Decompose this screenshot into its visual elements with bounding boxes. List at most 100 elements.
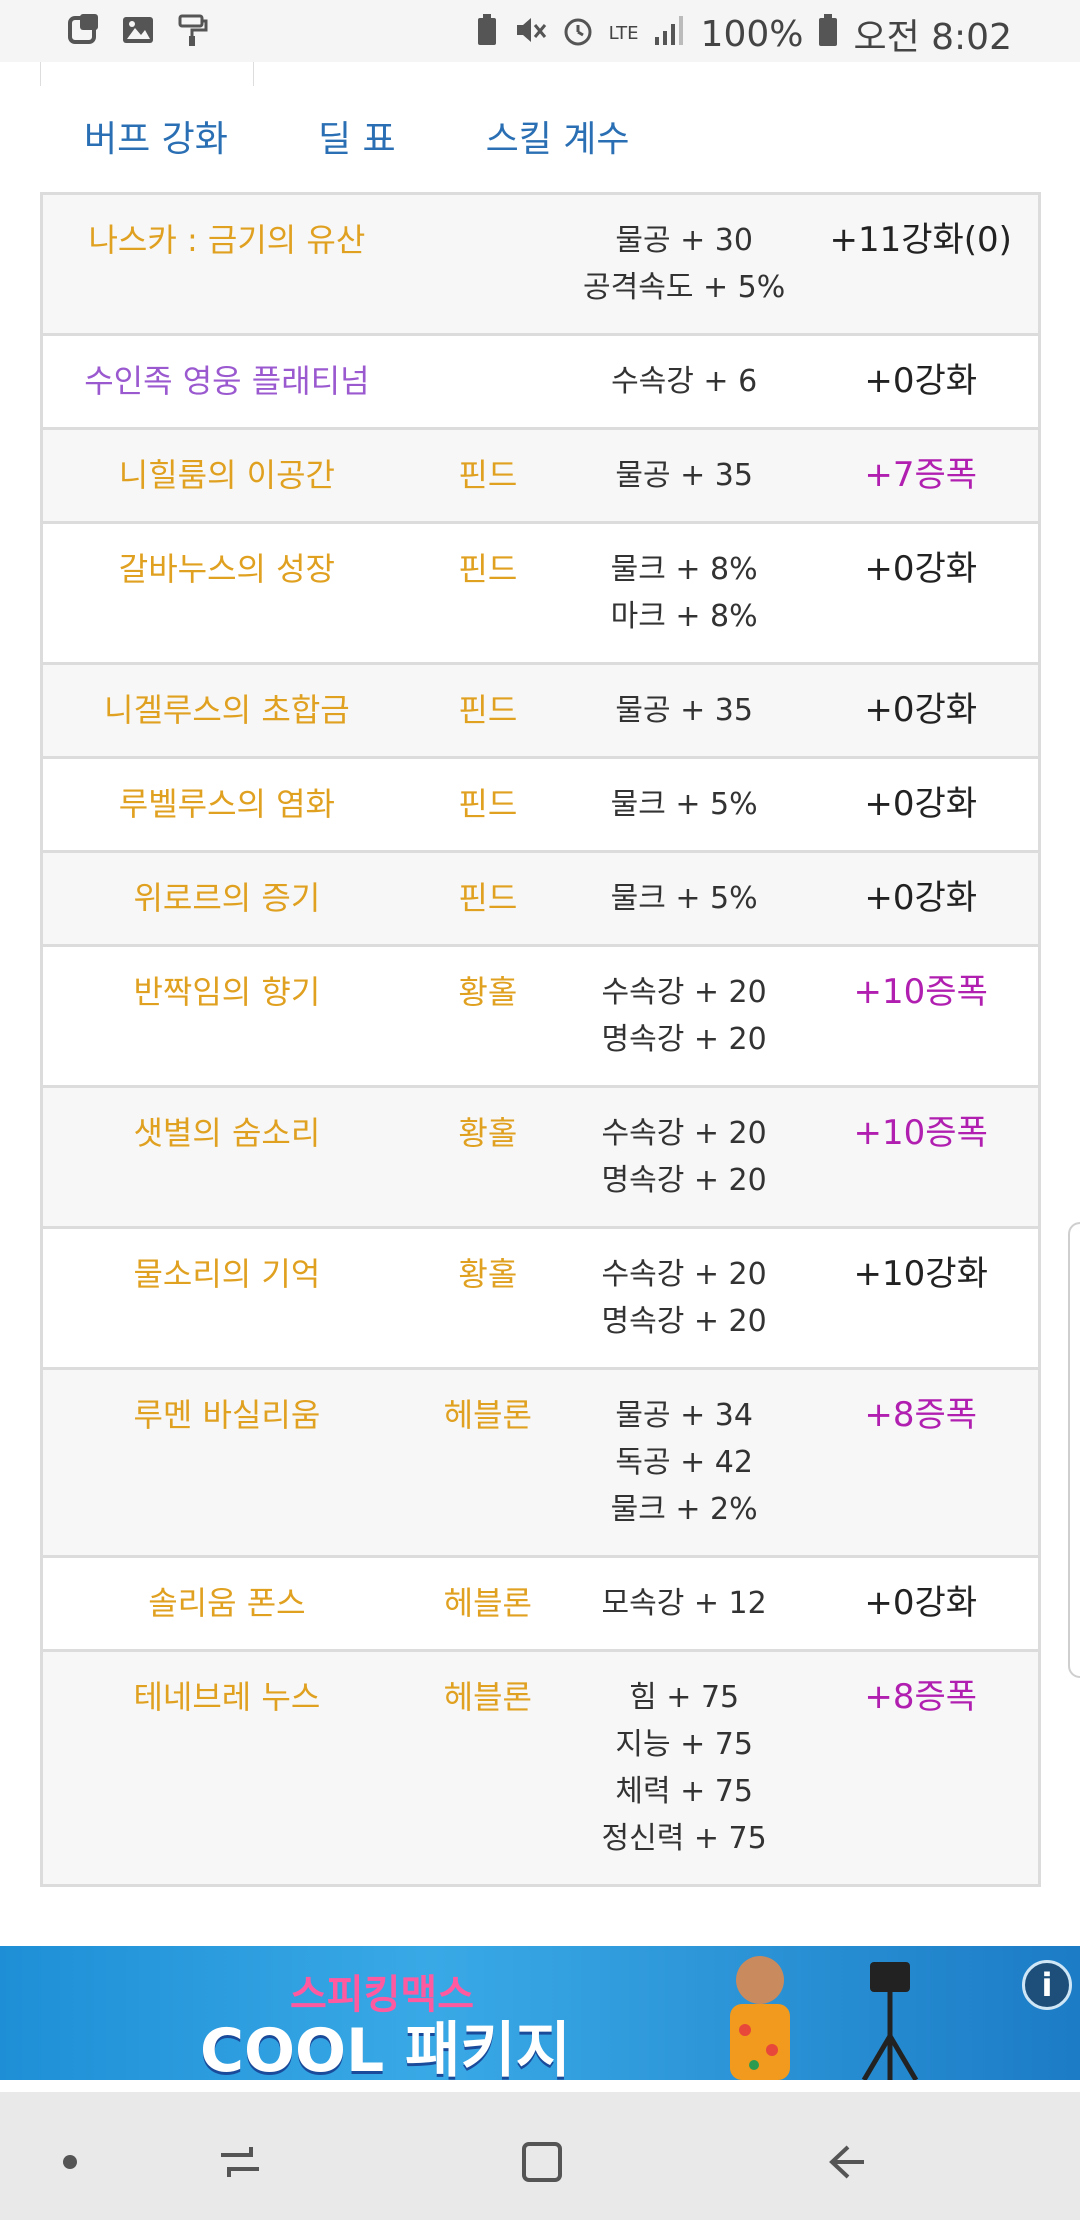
- item-type: 핀드: [458, 691, 518, 729]
- table-row: 루벨루스의 염화 핀드 물크 + 5% +0강화: [43, 759, 1038, 853]
- item-name[interactable]: 테네브레 누스: [133, 1678, 321, 1716]
- item-enhance-level: +7증폭: [864, 455, 978, 495]
- table-row: 반짝임의 향기 황홀 수속강 + 20 명속강 + 20 +10증폭: [43, 947, 1038, 1088]
- item-enhance-level: +10증폭: [853, 1113, 988, 1153]
- home-icon[interactable]: [512, 2132, 572, 2192]
- item-enhance-level: +11강화(0): [829, 220, 1012, 260]
- item-type: 헤블론: [443, 1678, 532, 1716]
- item-name[interactable]: 루벨루스의 염화: [118, 785, 336, 823]
- nav-dot-icon[interactable]: [40, 2132, 100, 2192]
- battery-percent: 100%: [700, 13, 804, 55]
- item-name[interactable]: 수인족 영웅 플래티넘: [84, 362, 370, 400]
- item-name[interactable]: 나스카 : 금기의 유산: [88, 221, 366, 259]
- item-type: 황홀: [458, 973, 518, 1011]
- item-name[interactable]: 반짝임의 향기: [133, 973, 321, 1011]
- item-type: 핀드: [458, 456, 518, 494]
- item-stats: 수속강 + 20 명속강 + 20: [565, 947, 804, 1085]
- stat-line: 지능 + 75: [615, 1727, 753, 1762]
- tab-skill-coefficient[interactable]: 스킬 계수: [485, 119, 630, 160]
- stat-line: 마크 + 8%: [610, 599, 758, 634]
- item-type: 핀드: [458, 879, 518, 917]
- item-stats: 물크 + 8% 마크 + 8%: [565, 524, 804, 662]
- item-enhance-level: +10증폭: [853, 972, 988, 1012]
- item-name[interactable]: 물소리의 기억: [133, 1255, 321, 1293]
- equipment-table: 나스카 : 금기의 유산 물공 + 30 공격속도 + 5% +11강화(0) 수인족 …: [40, 192, 1041, 1887]
- item-name[interactable]: 니겔루스의 초합금: [104, 691, 350, 729]
- item-type: [411, 336, 565, 427]
- item-name[interactable]: 위로르의 증기: [133, 879, 321, 917]
- table-row: 수인족 영웅 플래티넘 수속강 + 6 +0강화: [43, 336, 1038, 430]
- item-stats: 수속강 + 20 명속강 + 20: [565, 1088, 804, 1226]
- battery-icon: [817, 13, 839, 56]
- stat-line: 수속강 + 6: [611, 364, 758, 399]
- stat-line: 물공 + 35: [615, 693, 753, 728]
- ad-subtitle: COOL 패키지: [200, 2016, 571, 2080]
- mute-icon: [513, 13, 547, 56]
- item-type: [411, 195, 565, 333]
- item-stats: 모속강 + 12: [565, 1558, 804, 1649]
- item-type: 핀드: [458, 785, 518, 823]
- lte-icon: LTE: [608, 23, 639, 44]
- item-type: 헤블론: [443, 1396, 532, 1434]
- stat-line: 수속강 + 20: [601, 1257, 767, 1292]
- item-stats: 물크 + 5%: [565, 759, 804, 850]
- ad-banner[interactable]: 스피킹맥스 COOL 패키지 i: [0, 1946, 1080, 2080]
- stat-line: 물공 + 30: [615, 223, 753, 258]
- stat-line: 명속강 + 20: [601, 1163, 767, 1198]
- item-name[interactable]: 샛별의 숨소리: [133, 1114, 321, 1152]
- status-bar: LTE 100% 오전 8:02: [0, 0, 1080, 62]
- stat-line: 명속강 + 20: [601, 1022, 767, 1057]
- recent-apps-icon[interactable]: [210, 2132, 270, 2192]
- paint-roller-icon: [174, 12, 210, 48]
- tripod-icon: [861, 1962, 919, 2080]
- stat-line: 독공 + 42: [615, 1445, 753, 1480]
- stat-line: 힘 + 75: [629, 1680, 740, 1715]
- stat-line: 수속강 + 20: [601, 975, 767, 1010]
- stat-line: 물크 + 5%: [610, 787, 758, 822]
- tab-buff-enhance[interactable]: 버프 강화: [84, 119, 228, 160]
- item-name[interactable]: 니힐룸의 이공간: [118, 456, 336, 494]
- item-type: 헤블론: [443, 1584, 532, 1622]
- table-row: 샛별의 숨소리 황홀 수속강 + 20 명속강 + 20 +10증폭: [43, 1088, 1038, 1229]
- stat-line: 물크 + 5%: [610, 881, 758, 916]
- stat-line: 물공 + 35: [615, 458, 753, 493]
- alarm-icon: [561, 13, 595, 56]
- table-row: 루멘 바실리움 헤블론 물공 + 34 독공 + 42 물크 + 2% +8증폭: [43, 1370, 1038, 1558]
- item-enhance-level: +10강화: [853, 1254, 988, 1294]
- back-icon[interactable]: [815, 2132, 875, 2192]
- ad-info-icon[interactable]: i: [1022, 1960, 1072, 2010]
- item-enhance-level: +0강화: [864, 361, 978, 401]
- ad-person-image: [730, 1956, 790, 2080]
- item-type: 황홀: [458, 1114, 518, 1152]
- signal-icon: [653, 13, 687, 56]
- item-stats: 수속강 + 20 명속강 + 20: [565, 1229, 804, 1367]
- stat-line: 명속강 + 20: [601, 1304, 767, 1339]
- item-name[interactable]: 솔리움 폰스: [148, 1584, 306, 1622]
- item-enhance-level: +0강화: [864, 549, 978, 589]
- item-enhance-level: +0강화: [864, 1583, 978, 1623]
- table-row: 갈바누스의 성장 핀드 물크 + 8% 마크 + 8% +0강화: [43, 524, 1038, 665]
- item-type: 핀드: [458, 550, 518, 588]
- item-enhance-level: +0강화: [864, 878, 978, 918]
- table-row: 나스카 : 금기의 유산 물공 + 30 공격속도 + 5% +11강화(0): [43, 195, 1038, 336]
- header-divider: [40, 62, 254, 86]
- stat-line: 물공 + 34: [615, 1398, 753, 1433]
- tab-bar: 버프 강화 딜 표 스킬 계수: [84, 110, 720, 162]
- item-type: 황홀: [458, 1255, 518, 1293]
- item-stats: 물크 + 5%: [565, 853, 804, 944]
- item-enhance-level: +0강화: [864, 784, 978, 824]
- table-row: 니힐룸의 이공간 핀드 물공 + 35 +7증폭: [43, 430, 1038, 524]
- edge-panel-handle[interactable]: [1068, 1222, 1080, 1678]
- clock: 오전 8:02: [853, 17, 1012, 58]
- table-row: 위로르의 증기 핀드 물크 + 5% +0강화: [43, 853, 1038, 947]
- table-row: 물소리의 기억 황홀 수속강 + 20 명속강 + 20 +10강화: [43, 1229, 1038, 1370]
- table-row: 솔리움 폰스 헤블론 모속강 + 12 +0강화: [43, 1558, 1038, 1652]
- image-icon: [120, 12, 156, 48]
- item-name[interactable]: 루멘 바실리움: [133, 1396, 321, 1434]
- tab-damage-table[interactable]: 딜 표: [317, 119, 396, 160]
- item-stats: 물공 + 35: [565, 430, 804, 521]
- item-name[interactable]: 갈바누스의 성장: [118, 550, 336, 588]
- item-stats: 힘 + 75 지능 + 75 체력 + 75 정신력 + 75: [565, 1652, 804, 1884]
- app-notification-icon: [66, 12, 102, 48]
- stat-line: 체력 + 75: [615, 1774, 753, 1809]
